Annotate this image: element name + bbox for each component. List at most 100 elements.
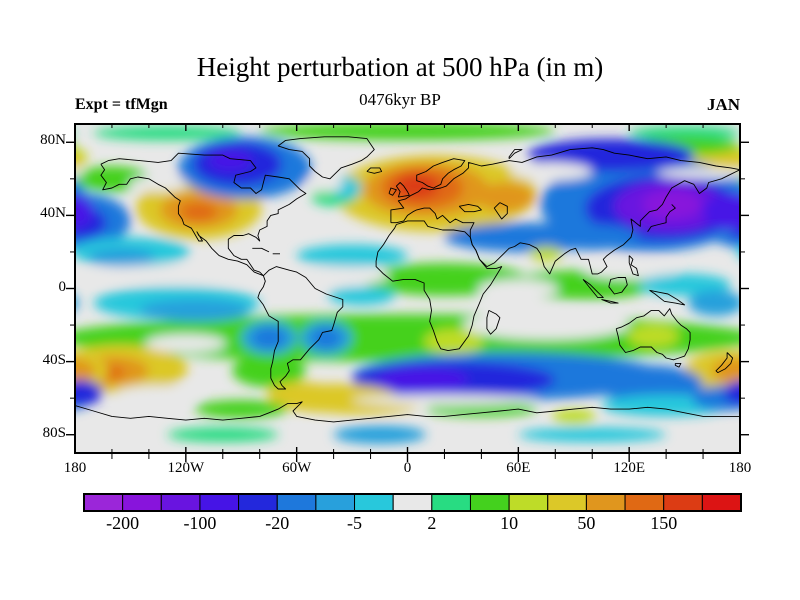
anomaly-blob [753,248,800,266]
anomaly-blob [712,358,740,384]
anomaly-blob [296,244,408,267]
anomaly-blob [394,173,439,199]
coastline-path [366,167,383,174]
anomaly-blob [145,334,227,353]
colorbar-frame [83,493,742,512]
x-tick-label: 0 [403,460,412,476]
anomaly-blob [510,162,593,181]
anomaly-blob [296,266,389,285]
anomaly-blob [180,202,218,221]
anomaly-blob [627,325,680,347]
anomaly-blob [723,380,740,406]
x-tick-label: 60E [506,460,531,476]
anomaly-blob [75,194,94,229]
colorbar-cell [624,493,665,512]
colorbar-cell [508,493,549,512]
colorbar-cell [122,493,162,512]
anomaly-blob [117,385,199,401]
coastline-path [715,352,734,374]
anomaly-blob [629,125,740,141]
coastline-path [390,147,740,275]
coastlines [75,136,740,423]
coastline-path [493,202,508,220]
x-tick-label: 180 [63,460,87,476]
anomaly-blob [0,365,38,402]
anomaly-blob [75,152,85,169]
month-label: JAN [706,95,740,114]
anomaly-blob [736,246,740,257]
anomaly-blob [252,326,286,349]
coastline-path [582,279,604,299]
anomaly-blob [477,279,559,298]
colorbar-cell [199,493,240,512]
anomaly-blob [305,177,343,192]
colorbar-cell [276,493,317,512]
x-tick-label: 180 [728,460,752,476]
anomaly-blob [93,125,242,141]
y-tick-label: 40N [40,205,66,222]
colorbar-tick-label: -20 [265,513,290,533]
y-tick-label: 80S [42,424,66,441]
chart-title: Height perturbation at 500 hPa (in m) [196,52,604,82]
colorbar-cell [701,493,742,512]
coastline-path [375,220,503,352]
coastline-path [647,204,676,233]
anomaly-blob [546,224,639,251]
coastline-path [75,401,740,423]
colorbar-cell [585,493,626,512]
anomaly-blob [139,299,251,322]
colorbar-cell [354,493,394,512]
anomaly-blob [232,354,306,388]
coastline-path [615,308,691,361]
colorbar-cell [431,493,471,512]
colorbar-tick-label: -200 [106,513,140,533]
colorbar [83,493,742,512]
colorbar-tick-label: 50 [577,513,596,533]
coastline-path [388,187,397,196]
anomaly-blob [518,427,667,443]
coastline-path [508,149,523,160]
anomaly-blob [259,124,556,141]
coastline-path [628,255,639,277]
colorbar-tick-label: -100 [183,513,217,533]
coastline-path [674,362,682,368]
coastline-path [252,247,270,253]
anomaly-blob [376,367,469,393]
colorbar-cell [315,493,356,512]
coastline-path [257,266,344,390]
chart-subtitle: 0476kyr BP [359,90,441,109]
y-tick-label: 0 [58,278,67,295]
colorbar-tick-label: 10 [500,513,519,533]
anomaly-blob [333,425,426,444]
anomaly-blob [688,290,740,316]
anomaly-blob [740,166,800,192]
anomaly-blob [462,310,630,340]
y-tick-label: 40S [42,351,66,368]
anomaly-blob [638,273,731,296]
anomaly-blob [0,261,10,279]
coastline-path [458,203,482,213]
anomaly-blob [0,395,66,417]
anomaly-blob [167,427,279,443]
anomaly-blob [75,358,96,384]
colorbar-tick-label: 150 [650,513,678,533]
anomaly-blob [87,248,155,267]
colorbar-cell [83,493,124,512]
x-tick-label: 120W [167,460,205,476]
coastline-path [649,289,686,306]
anomaly-blob [656,167,740,179]
anomaly-blob [592,365,703,402]
anomaly-blob [551,409,596,424]
anomaly-blob [759,126,800,141]
coastline-path [608,277,628,295]
plot-frame [74,123,741,454]
x-tick-label: 60W [282,460,312,476]
coastline-path [277,136,375,180]
colorbar-cell [392,493,433,512]
anomaly-blob [759,287,800,320]
coastline-path [395,182,410,198]
anomaly-blob [328,286,395,305]
anomaly-blob [0,325,14,347]
colorbar-tick-label: -5 [347,513,363,533]
